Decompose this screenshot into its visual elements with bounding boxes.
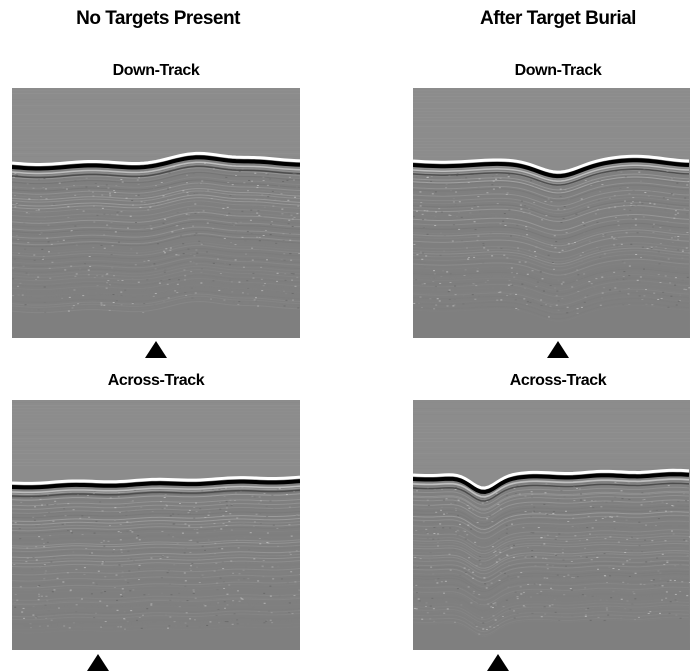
sonar-svg [12,400,300,650]
target-marker-icon [145,341,167,358]
sonar-image-right-across-track [413,400,690,650]
sonar-svg [12,88,300,338]
target-marker-icon [547,341,569,358]
panel-title-left-across-track: Across-Track [107,372,205,389]
sonar-image-left-across-track [12,400,300,650]
sonar-svg [413,88,690,338]
panel-title-left-down-track: Down-Track [112,62,200,79]
sonar-image-right-down-track [413,88,690,338]
panel-title-right-across-track: Across-Track [509,372,607,389]
panel-title-right-down-track: Down-Track [514,62,602,79]
target-marker-icon [87,654,109,671]
column-title-after-burial: After Target Burial [480,8,636,29]
sonar-svg [413,400,690,650]
column-title-no-targets: No Targets Present [76,8,240,29]
target-marker-icon [487,654,509,671]
sonar-image-left-down-track [12,88,300,338]
